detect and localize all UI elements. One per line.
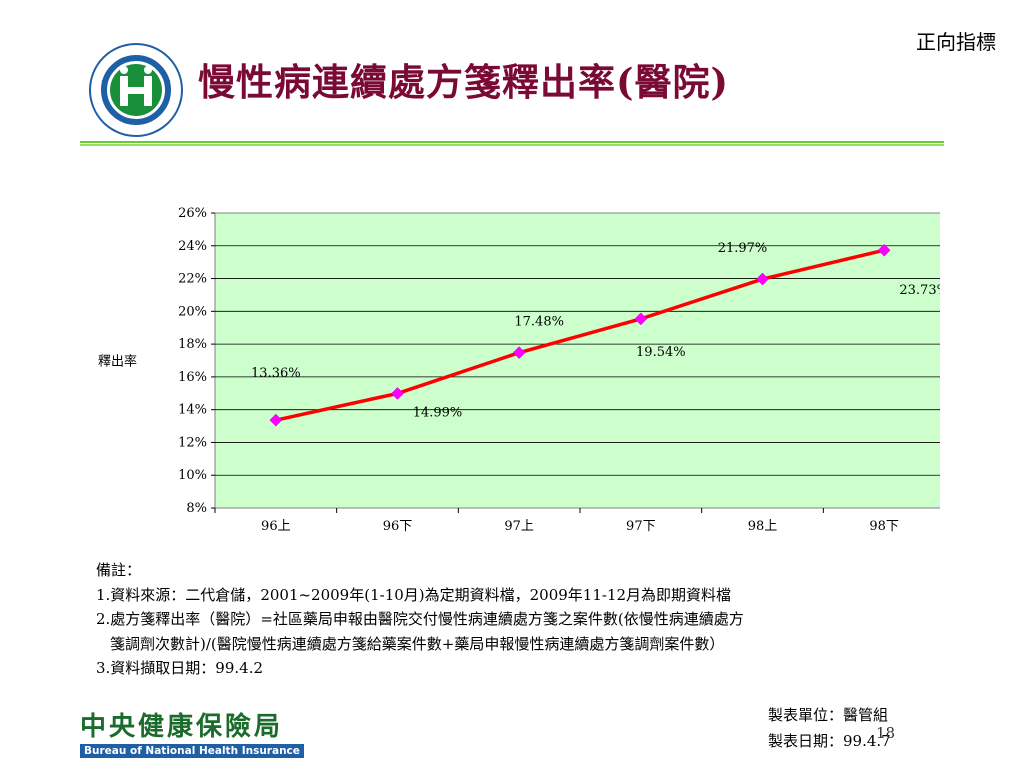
bureau-name-cn: 中央健康保險局 xyxy=(80,712,284,742)
bureau-name-en: Bureau of National Health Insurance xyxy=(80,744,304,758)
y-tick-label: 8% xyxy=(186,501,207,516)
page-number: 18 xyxy=(876,724,896,742)
data-point xyxy=(756,272,769,286)
note-definition: 2.處方箋釋出率（醫院）=社區藥局申報由醫院交付慢性病連續處方箋之案件數(依慢性… xyxy=(96,610,744,628)
y-tick-label: 16% xyxy=(178,370,207,385)
x-tick-label: 98下 xyxy=(869,519,899,534)
maker-unit: 製表單位：醫管組 xyxy=(768,706,889,724)
note-source: 1.資料來源：二代倉儲，2001~2009年(1-10月)為定期資料檔，2009… xyxy=(96,585,732,604)
data-point xyxy=(269,413,283,427)
y-tick-label: 22% xyxy=(178,272,207,287)
release-rate-chart: 8% 10% 12% 14% 16% 18% 20% 22% 24% 26% 96上 96下 97上 97… xyxy=(90,195,983,544)
x-tick-label: 96上 xyxy=(261,519,291,534)
x-tick-label: 96下 xyxy=(383,519,413,534)
plot-area xyxy=(214,212,946,509)
data-point xyxy=(512,346,526,359)
note-date: 3.資料擷取日期：99.4.2 xyxy=(96,659,264,677)
data-point xyxy=(877,243,891,257)
data-point xyxy=(634,312,648,326)
note-definition-cont: 箋調劑次數計)/(醫院慢性病連續處方箋給藥案件數+藥局申報慢性病連續處方箋調劑案… xyxy=(110,634,725,653)
data-label: 13.36% xyxy=(251,366,301,381)
data-label: 19.54% xyxy=(636,345,686,360)
data-label: 14.99% xyxy=(413,405,463,420)
y-tick-label: 24% xyxy=(178,239,207,254)
data-label: 21.97% xyxy=(718,241,768,256)
line-chart: 8% 10% 12% 14% 16% 18% 20% 22% 24% 26% 96上 96下 97上 97… xyxy=(98,206,983,534)
indicator-tag: 正向指標 xyxy=(916,30,996,54)
data-label: 23.73% xyxy=(899,283,940,298)
y-tick-label: 26% xyxy=(178,206,207,221)
y-tick-label: 14% xyxy=(178,403,207,418)
x-tick-label: 97上 xyxy=(504,519,534,534)
nhi-logo xyxy=(88,42,184,138)
maker-info: 製表單位：醫管組 製表日期：99.4.7 xyxy=(768,702,891,754)
series-line xyxy=(275,248,885,422)
y-tick-label: 20% xyxy=(178,304,207,319)
y-tick-label: 12% xyxy=(178,435,207,450)
data-label: 17.48% xyxy=(514,315,564,330)
data-point xyxy=(391,387,404,400)
x-tick-label: 98上 xyxy=(748,519,778,534)
notes-heading: 備註： xyxy=(96,561,142,579)
page-title: 慢性病連續處方箋釋出率(醫院) xyxy=(198,60,730,104)
notes-section: 備註： 1.資料來源：二代倉儲，2001~2009年(1-10月)為定期資料檔，… xyxy=(96,558,744,681)
maker-date: 製表日期：99.4.7 xyxy=(768,732,891,750)
x-tick-label: 97下 xyxy=(626,519,656,534)
header-divider xyxy=(80,132,944,146)
y-tick-label: 10% xyxy=(178,468,207,483)
bureau-logo: 中央健康保險局 Bureau of National Health Insura… xyxy=(80,706,304,758)
y-tick-label: 18% xyxy=(178,337,207,352)
y-axis-label: 釋出率 xyxy=(98,354,137,370)
